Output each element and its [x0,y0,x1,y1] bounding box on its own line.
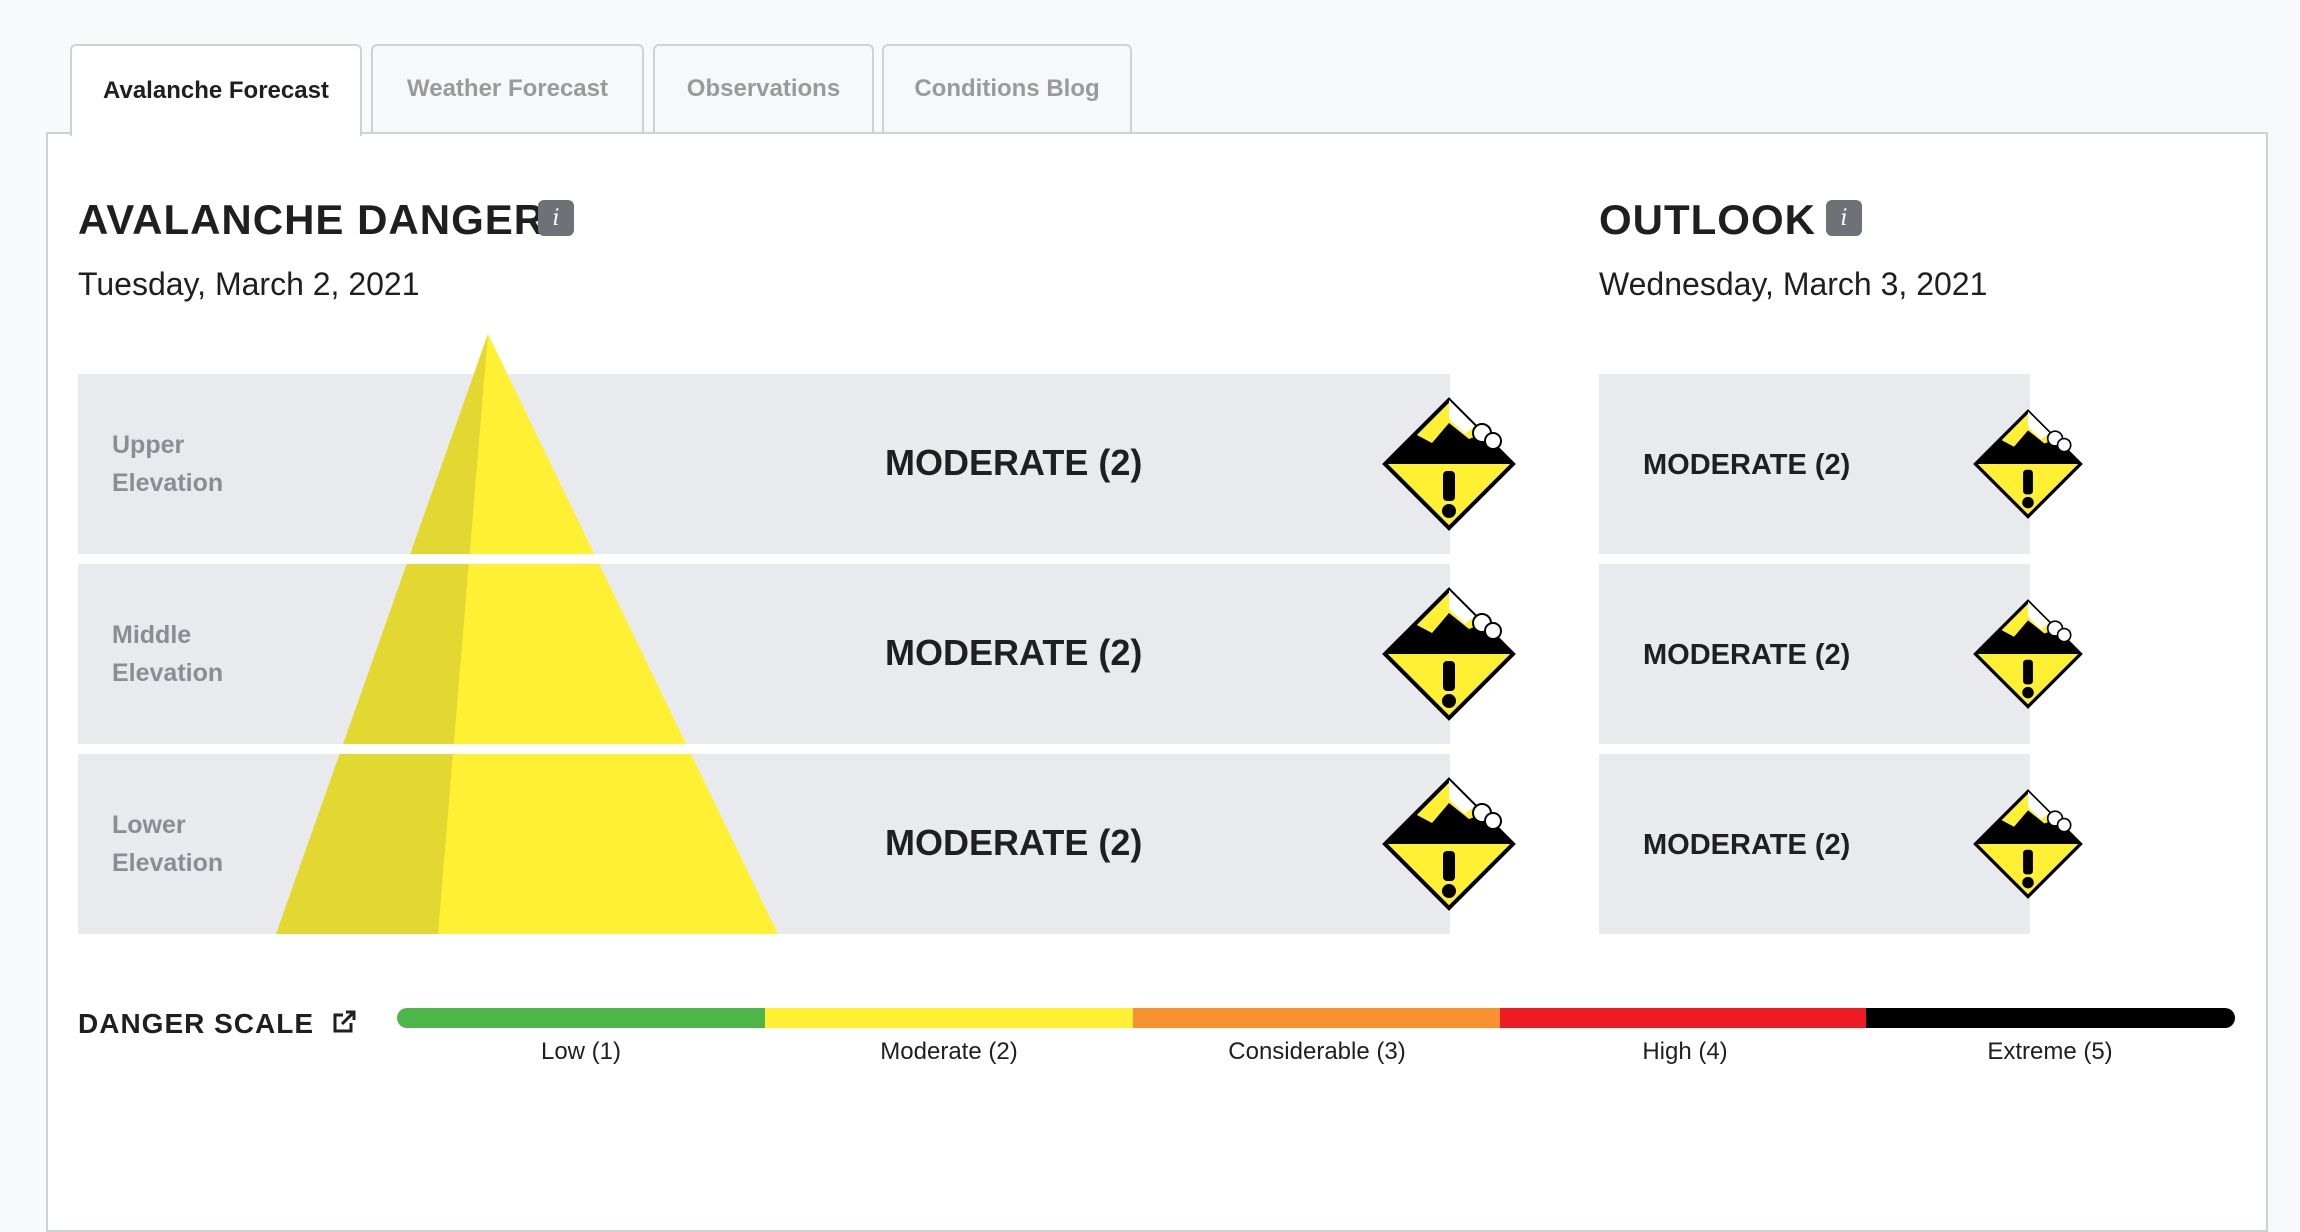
scale-segment-considerable [1133,1008,1500,1028]
scale-label-high: High (4) [1642,1038,1728,1065]
outlook-rating-upper: MODERATE (2) [1643,449,1851,481]
danger-rating-middle: MODERATE (2) [885,632,1143,673]
tab-weather-forecast[interactable]: Weather Forecast [371,44,644,132]
moderate-danger-icon [1973,789,2083,899]
danger-scale-title: DANGER SCALE [78,1008,315,1039]
moderate-danger-icon [1973,599,2083,709]
info-icon[interactable]: i [1826,200,1862,236]
info-icon[interactable]: i [538,200,574,236]
outlook-rating-lower: MODERATE (2) [1643,829,1851,861]
elevation-label-lower: Lower Elevation [112,811,224,877]
external-link-icon [333,1010,356,1033]
scale-segment-extreme [1866,1008,2235,1028]
scale-label-low: Low (1) [540,1038,622,1065]
scale-label-considerable: Considerable (3) [1228,1038,1406,1065]
avalanche-danger-title: AVALANCHE DANGER [78,196,546,243]
outlook-row-upper [1599,374,2030,554]
elevation-pyramid [270,334,790,934]
danger-row-upper [78,374,1450,554]
elevation-label-upper: Upper Elevation [112,431,224,497]
moderate-danger-icon [1382,397,1516,531]
danger-row-middle [78,564,1450,744]
outlook-row-lower [1599,754,2030,934]
scale-segment-low [397,1008,765,1028]
scale-label-extreme: Extreme (5) [1987,1038,2113,1065]
tab-avalanche-forecast[interactable]: Avalanche Forecast [70,44,362,136]
outlook-date: Wednesday, March 3, 2021 [1599,266,1988,302]
moderate-danger-icon [1382,777,1516,911]
scale-label-moderate: Moderate (2) [880,1038,1018,1065]
danger-rating-lower: MODERATE (2) [885,822,1143,863]
danger-scale-link[interactable]: DANGER SCALE [78,1008,357,1040]
moderate-danger-icon [1973,409,2083,519]
outlook-row-middle [1599,564,2030,744]
moderate-danger-icon [1382,587,1516,721]
tab-conditions-blog[interactable]: Conditions Blog [882,44,1132,132]
outlook-rating-middle: MODERATE (2) [1643,639,1851,671]
danger-rating-upper: MODERATE (2) [885,442,1143,483]
elevation-label-middle: Middle Elevation [112,621,224,687]
danger-date: Tuesday, March 2, 2021 [78,266,420,302]
outlook-title: OUTLOOK [1599,196,1816,243]
scale-segment-moderate [765,1008,1133,1028]
danger-scale-bar [397,1008,2235,1028]
scale-segment-high [1500,1008,1866,1028]
tab-observations[interactable]: Observations [653,44,874,132]
